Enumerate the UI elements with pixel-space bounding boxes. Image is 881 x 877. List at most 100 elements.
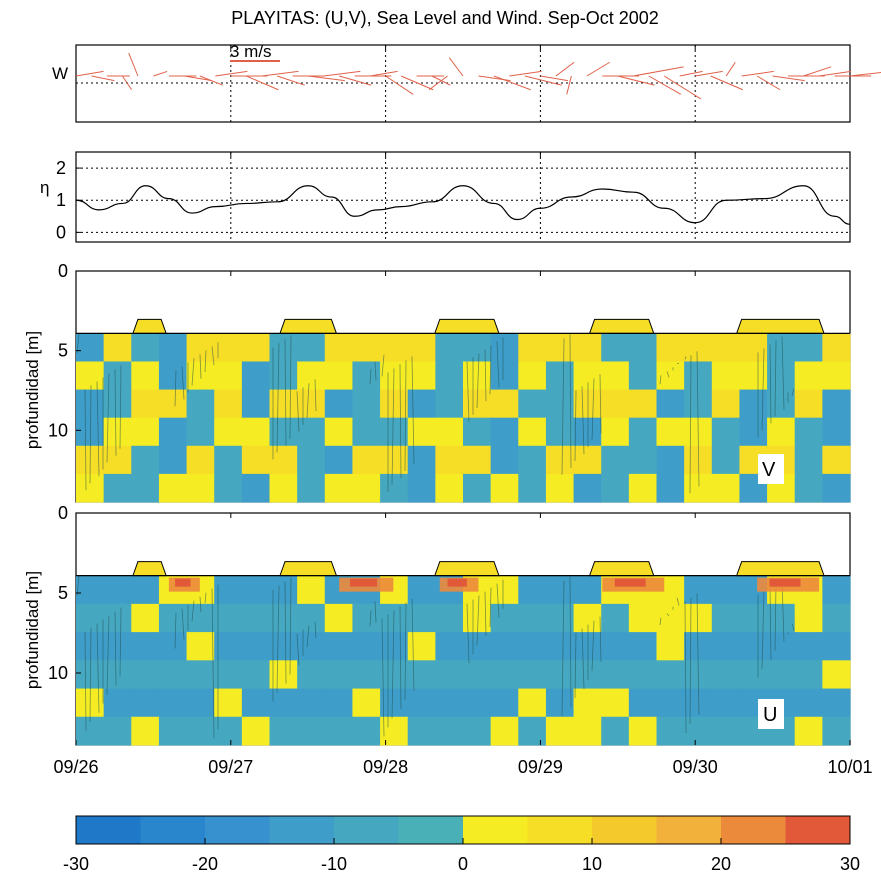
surface-bump xyxy=(588,561,655,577)
contour-line xyxy=(119,607,122,677)
u-contour-field xyxy=(76,561,851,746)
contour-line xyxy=(89,385,92,484)
contour-line xyxy=(381,618,385,737)
contour-cell xyxy=(518,575,547,605)
contour-cell xyxy=(103,333,132,362)
contour-cell xyxy=(822,632,851,661)
contour-cell xyxy=(131,632,160,661)
depth-tick-label: 10 xyxy=(48,663,68,683)
contour-cell xyxy=(352,660,381,690)
contour-cell xyxy=(324,445,353,475)
contour-cell xyxy=(684,361,713,391)
hot-spot-core xyxy=(614,578,646,587)
contour-cell xyxy=(656,417,685,447)
surface-bump xyxy=(132,561,167,577)
colorbar-cell xyxy=(398,816,464,844)
contour-cell xyxy=(103,575,132,605)
colorbar-cells xyxy=(76,816,851,844)
contour-line xyxy=(381,354,385,377)
contour-cell xyxy=(407,688,436,718)
contour-line xyxy=(574,632,577,699)
contour-cell xyxy=(214,417,243,447)
contour-line xyxy=(204,592,207,604)
contour-cell xyxy=(158,417,188,447)
contour-line xyxy=(369,610,372,627)
contour-cell xyxy=(186,417,215,447)
wind-stick xyxy=(339,75,372,86)
contour-line xyxy=(684,356,687,360)
wind-stick xyxy=(277,75,305,86)
colorbar-tick-label: 20 xyxy=(711,854,731,874)
contour-line xyxy=(191,600,195,622)
wind-stick xyxy=(617,75,655,86)
contour-cell xyxy=(684,688,713,718)
contour-cell xyxy=(76,575,105,605)
contour-line xyxy=(314,379,317,412)
wind-stick xyxy=(648,75,682,95)
sea-level-ytick-label: 0 xyxy=(56,222,66,242)
contour-cell xyxy=(269,389,298,419)
contour-line xyxy=(106,615,110,695)
contour-cell xyxy=(684,473,713,503)
x-axis-ticks: 09/26 09/27 09/28 09/29 09/30 10/01 xyxy=(53,45,873,777)
wind-stick xyxy=(370,70,398,77)
contour-line xyxy=(399,364,402,478)
contour-cell xyxy=(131,417,160,447)
contour-cell xyxy=(601,333,630,362)
contour-cell xyxy=(767,603,796,633)
contour-cell xyxy=(463,473,492,503)
colorbar-cell xyxy=(463,816,528,844)
contour-cell xyxy=(103,688,132,718)
sea-level-ytick-label: 1 xyxy=(56,190,66,210)
contour-cell xyxy=(241,445,270,475)
contour-cell xyxy=(739,417,768,447)
contour-cell xyxy=(131,660,160,690)
contour-cell xyxy=(822,417,851,447)
wind-stick xyxy=(540,75,568,82)
contour-line xyxy=(476,353,480,408)
wind-stick xyxy=(261,70,299,77)
wind-stick xyxy=(725,61,736,77)
contour-line xyxy=(774,340,777,417)
contour-cell xyxy=(407,632,436,661)
contour-line xyxy=(374,601,377,623)
sea-level-grid xyxy=(76,152,850,242)
contour-cell xyxy=(103,361,132,391)
contour-line xyxy=(781,336,785,410)
contour-line xyxy=(599,616,602,662)
contour-cell xyxy=(490,575,519,605)
contour-cell xyxy=(518,473,547,503)
wind-ylabel: W xyxy=(52,64,68,83)
contour-cell xyxy=(794,473,823,503)
u-ylabel: profundidad [m] xyxy=(23,571,42,689)
contour-cell xyxy=(269,575,298,605)
wind-stick xyxy=(586,61,611,77)
hot-spot-core xyxy=(769,578,801,587)
contour-line xyxy=(561,580,565,717)
contour-cell xyxy=(822,361,851,391)
contour-line xyxy=(306,625,310,648)
x-tick-label: 09/26 xyxy=(53,757,98,777)
wind-stick xyxy=(679,70,703,77)
contour-cell xyxy=(76,389,105,419)
contour-cell xyxy=(794,361,823,391)
contour-cell xyxy=(297,688,326,718)
contour-cell xyxy=(380,333,409,362)
contour-line xyxy=(696,351,700,487)
wind-stick xyxy=(695,70,723,77)
contour-cell xyxy=(214,575,243,605)
contour-cell xyxy=(490,716,519,746)
wind-stick xyxy=(400,75,434,91)
contour-cell xyxy=(158,473,188,503)
contour-cell xyxy=(628,603,657,633)
contour-cell xyxy=(269,445,298,475)
surface-bump xyxy=(588,318,655,334)
contour-cell xyxy=(545,660,575,690)
contour-line xyxy=(76,333,80,354)
wind-panel: W 3 m/s xyxy=(52,42,881,123)
contour-cell xyxy=(407,417,436,447)
hot-spot-core xyxy=(175,578,191,587)
depth-tick-label: 10 xyxy=(48,420,68,440)
contour-line xyxy=(591,378,595,441)
